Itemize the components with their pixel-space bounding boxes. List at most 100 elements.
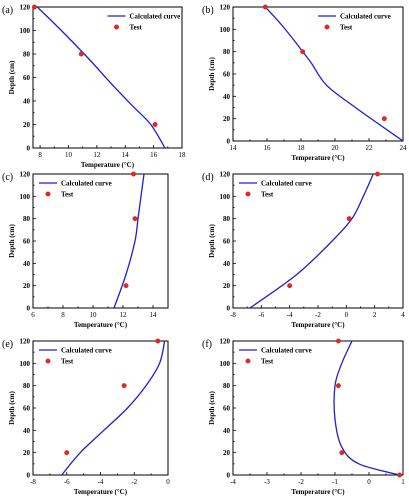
test-point [31, 4, 37, 10]
test-point [121, 383, 127, 389]
y-tick-label: 80 [223, 48, 231, 56]
x-tick-label: 18 [179, 151, 187, 159]
x-tick-label: 14 [150, 311, 158, 319]
y-tick-label: 100 [220, 360, 231, 368]
y-axis-label: Depth (cm) [208, 391, 216, 425]
x-tick-label: 12 [93, 151, 101, 159]
x-axis-label: Temperature (°C) [291, 488, 345, 496]
y-tick-label: 80 [23, 382, 31, 390]
test-point [78, 51, 84, 57]
x-tick-label: -8 [230, 311, 236, 319]
y-tick-label: 60 [223, 405, 231, 413]
legend-marker-swatch [45, 191, 51, 197]
y-tick-label: 40 [23, 98, 31, 106]
y-tick-label: 100 [20, 360, 31, 368]
y-tick-label: 120 [220, 171, 231, 179]
y-tick-label: 80 [23, 51, 31, 59]
legend: Calculated curve Test [318, 13, 391, 32]
calculated-curve-line [264, 7, 403, 141]
legend-marker-swatch [114, 24, 119, 30]
x-tick-label: -1 [332, 478, 338, 486]
x-tick-label: -6 [64, 478, 70, 486]
test-point [375, 171, 380, 177]
panel-label: (e) [2, 339, 13, 350]
test-point [339, 450, 345, 456]
y-tick-label: 0 [27, 305, 31, 313]
y-tick-label: 60 [23, 405, 31, 413]
y-tick-label: 0 [227, 138, 231, 146]
x-tick-label: 20 [332, 144, 340, 152]
legend: Calculated curve Test [239, 347, 312, 366]
y-tick-label: 20 [223, 282, 231, 290]
plot-area [333, 341, 400, 475]
y-tick-label: 20 [23, 282, 31, 290]
legend: Calculated curve Test [107, 13, 181, 32]
x-tick-label: 0 [345, 311, 349, 319]
panel-label: (c) [2, 172, 13, 183]
y-tick-label: 0 [227, 305, 231, 313]
y-tick-label: 20 [223, 115, 231, 123]
y-tick-label: 120 [20, 338, 31, 346]
panel-e: -8 -6 -4 -2 0 0 20 40 60 80 100 120 Temperature (°C)… [2, 338, 170, 497]
test-point [155, 338, 161, 344]
x-tick-label: 6 [31, 311, 35, 319]
x-axis-label: Temperature (°C) [291, 321, 345, 329]
test-point [132, 216, 138, 222]
x-tick-label: 8 [61, 311, 65, 319]
y-tick-label: 100 [20, 193, 31, 201]
calculated-curve-line [249, 174, 374, 308]
plot-frame [232, 173, 404, 309]
x-tick-label: 2 [373, 311, 377, 319]
x-tick-label: 14 [122, 151, 130, 159]
x-tick-label: -4 [287, 311, 293, 319]
legend-test: Test [261, 191, 274, 199]
plot-frame [32, 340, 169, 476]
y-tick-label: 120 [20, 4, 31, 12]
calculated-curve-line [61, 341, 166, 475]
x-tick-label: -2 [315, 311, 321, 319]
calculated-curve-line [36, 7, 166, 148]
x-tick-label: -6 [258, 311, 264, 319]
y-tick-label: 120 [220, 4, 231, 12]
x-tick-label: 0 [367, 478, 371, 486]
test-point [346, 216, 352, 222]
legend: Calculated curve Test [39, 347, 112, 366]
legend-calculated-curve: Calculated curve [340, 13, 391, 21]
test-point [397, 472, 403, 478]
x-tick-label: 16 [264, 144, 272, 152]
plot-area [113, 174, 145, 308]
y-tick-label: 0 [27, 145, 31, 153]
test-point [335, 383, 341, 389]
legend-test: Test [61, 191, 74, 199]
y-tick-label: 80 [223, 382, 231, 390]
test-point [152, 122, 158, 127]
y-tick-label: 60 [223, 238, 231, 246]
x-axis-label: Temperature (°C) [74, 321, 128, 329]
x-tick-label: -4 [230, 478, 236, 486]
panel-c: 6 8 10 12 14 0 20 40 60 80 100 120 Temperature (°C) D… [2, 171, 169, 329]
test-point [262, 4, 268, 10]
x-tick-label: 10 [90, 311, 98, 319]
x-axis-label: Temperature (°C) [74, 488, 128, 496]
test-point [335, 338, 341, 344]
x-tick-label: 24 [400, 144, 408, 152]
y-tick-label: 120 [20, 171, 31, 179]
y-tick-label: 20 [23, 121, 31, 129]
x-axis-label: Temperature (°C) [291, 154, 345, 162]
test-point [123, 283, 129, 289]
y-axis-label: Depth (cm) [8, 391, 16, 425]
y-tick-label: 60 [23, 74, 31, 82]
legend-calculated-curve: Calculated curve [61, 347, 112, 355]
y-tick-label: 0 [27, 472, 31, 480]
calculated-curve-line [333, 341, 400, 475]
y-tick-label: 40 [23, 427, 31, 435]
legend-marker-swatch [324, 24, 330, 30]
x-tick-label: 18 [298, 144, 306, 152]
plot-frame [232, 340, 404, 476]
y-tick-label: 40 [223, 427, 231, 435]
legend-test: Test [130, 24, 143, 32]
x-tick-label: 14 [230, 144, 238, 152]
x-tick-label: 10 [65, 151, 73, 159]
x-axis-label: Temperature (°C) [81, 161, 135, 169]
legend-calculated-curve: Calculated curve [130, 13, 181, 21]
